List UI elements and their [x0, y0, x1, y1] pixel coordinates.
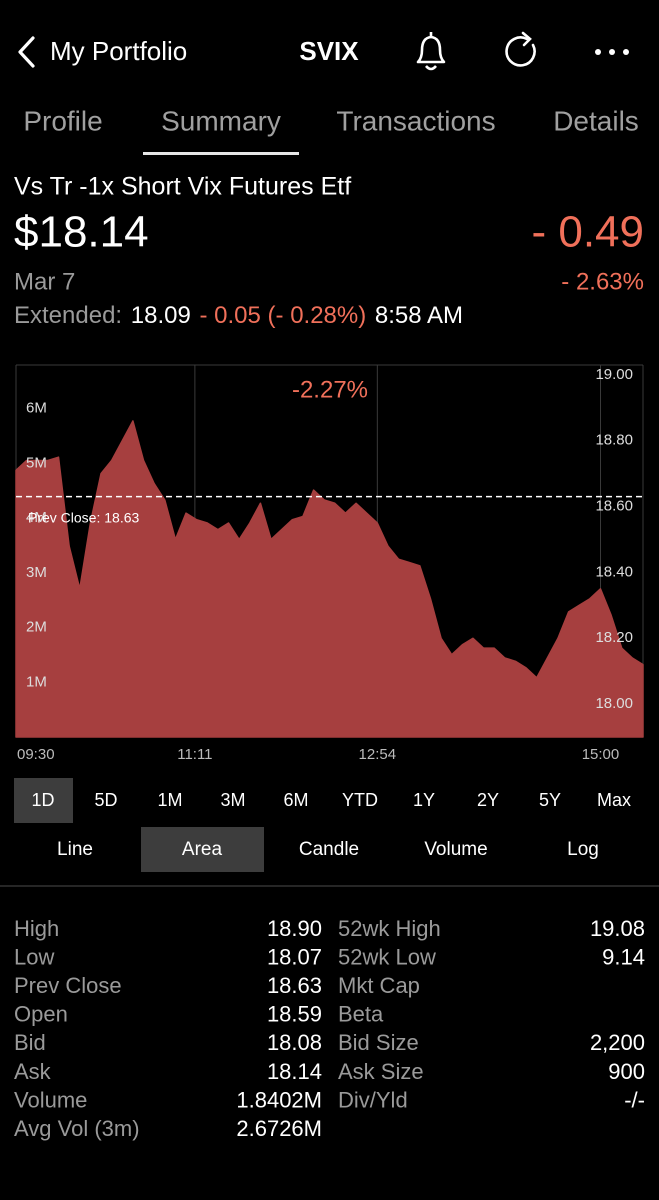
price-area: [15, 420, 644, 738]
back-label[interactable]: My Portfolio: [50, 36, 187, 66]
price-change: - 0.49: [531, 208, 644, 257]
extended-change: - 0.05 (- 0.28%): [200, 302, 367, 329]
stat-value: 18.63: [267, 973, 322, 998]
extended-time: 8:58 AM: [375, 302, 463, 329]
tab[interactable]: Details: [553, 105, 639, 136]
y2-tick-label: 18.60: [595, 498, 633, 515]
range-button[interactable]: 3M: [220, 790, 245, 810]
range-button[interactable]: 1D: [31, 790, 54, 810]
tab-bar: Profile Summary Transactions Details: [23, 105, 639, 155]
extended-line: Extended: 18.09 - 0.05 (- 0.28%) 8:58 AM: [14, 302, 463, 329]
price-chart: 09:30 11:11 12:54 15:00 1M 2M 3M 4M 5M 6M 19.00 18.…: [15, 364, 644, 763]
range-button[interactable]: 1M: [157, 790, 182, 810]
range-button[interactable]: YTD: [342, 790, 378, 810]
stat-value: 1.8402M: [236, 1087, 322, 1112]
stat-label: Prev Close: [14, 973, 122, 998]
stat-label: Low: [14, 944, 54, 969]
stat-label: 52wk Low: [338, 944, 436, 969]
y2-tick-label: 18.20: [595, 629, 633, 646]
security-name: Vs Tr -1x Short Vix Futures Etf: [14, 173, 351, 201]
y2-tick-label: 19.00: [595, 366, 633, 383]
y-tick-label: 5M: [26, 454, 47, 471]
stat-label: Volume: [14, 1087, 87, 1112]
x-tick-label: 15:00: [582, 746, 620, 763]
stat-value: 18.59: [267, 1002, 322, 1027]
stat-label: Mkt Cap: [338, 973, 420, 998]
symbol: SVIX: [299, 36, 359, 66]
chart-style-button[interactable]: Candle: [299, 839, 359, 860]
range-button[interactable]: 1Y: [413, 790, 435, 810]
range-button[interactable]: Max: [597, 790, 631, 810]
more-icon[interactable]: [595, 49, 629, 55]
y2-tick-label: 18.40: [595, 563, 633, 580]
range-selected-bg: [14, 778, 73, 823]
tab[interactable]: Transactions: [336, 105, 495, 136]
x-tick-label: 09:30: [17, 746, 55, 763]
stat-value: 2.6726M: [236, 1116, 322, 1141]
stat-label: Ask Size: [338, 1059, 424, 1084]
x-tick-label: 12:54: [359, 746, 397, 763]
y2-tick-label: 18.00: [595, 695, 633, 712]
range-button[interactable]: 6M: [283, 790, 308, 810]
stat-label: Avg Vol (3m): [14, 1116, 140, 1141]
stat-label: Bid: [14, 1030, 46, 1055]
prev-close-label: Prev Close: 18.63: [28, 509, 139, 525]
x-tick-label: 11:11: [177, 746, 212, 763]
stat-value: 9.14: [602, 944, 645, 969]
tab[interactable]: Summary: [161, 105, 281, 136]
y-tick-label: 3M: [26, 564, 47, 581]
style-selected-bg: [141, 827, 264, 872]
chart-style-button[interactable]: Line: [57, 839, 93, 860]
extended-price: 18.09: [131, 302, 191, 329]
stat-label: 52wk High: [338, 916, 441, 941]
chart-style-button[interactable]: Area: [182, 839, 223, 860]
y-tick-label: 6M: [26, 400, 47, 417]
price: $18.14: [14, 208, 149, 257]
range-button[interactable]: 2Y: [477, 790, 499, 810]
y2-tick-label: 18.80: [595, 432, 633, 449]
quote-date: Mar 7: [14, 268, 75, 295]
stat-value: 900: [608, 1059, 645, 1084]
stats-table: High 18.90 Low 18.07 Prev Close 18.63 Open 18.5…: [14, 916, 645, 1141]
stat-label: Bid Size: [338, 1030, 419, 1055]
stat-value: 18.08: [267, 1030, 322, 1055]
y-tick-label: 4M: [26, 509, 47, 526]
range-button[interactable]: 5D: [94, 790, 117, 810]
stat-label: Beta: [338, 1002, 384, 1027]
y-tick-label: 2M: [26, 619, 47, 636]
range-button[interactable]: 5Y: [539, 790, 561, 810]
tab[interactable]: Profile: [23, 105, 102, 136]
stat-label: High: [14, 916, 59, 941]
stat-value: 2,200: [590, 1030, 645, 1055]
stat-value: -/-: [624, 1087, 645, 1112]
refresh-icon[interactable]: [505, 31, 536, 67]
change-annotation: -2.27%: [292, 376, 368, 403]
price-change-percent: - 2.63%: [561, 268, 644, 295]
stat-value: 18.90: [267, 916, 322, 941]
chart-style-button[interactable]: Volume: [424, 839, 487, 860]
chart-controls: 1D 5D 1M 3M 6M YTD 1Y 2Y 5Y Max Line Area Candle Volu…: [14, 778, 631, 872]
tab-indicator: [143, 152, 299, 155]
stat-value: 18.14: [267, 1059, 322, 1084]
stat-label: Ask: [14, 1059, 52, 1084]
chart-style-button[interactable]: Log: [567, 839, 599, 860]
stat-value: 19.08: [590, 916, 645, 941]
stat-label: Open: [14, 1002, 68, 1027]
stat-value: 18.07: [267, 944, 322, 969]
extended-label: Extended:: [14, 302, 122, 329]
stat-label: Div/Yld: [338, 1087, 408, 1112]
alert-icon[interactable]: [416, 32, 446, 71]
y-tick-label: 1M: [26, 673, 47, 690]
back-icon[interactable]: [18, 36, 35, 68]
